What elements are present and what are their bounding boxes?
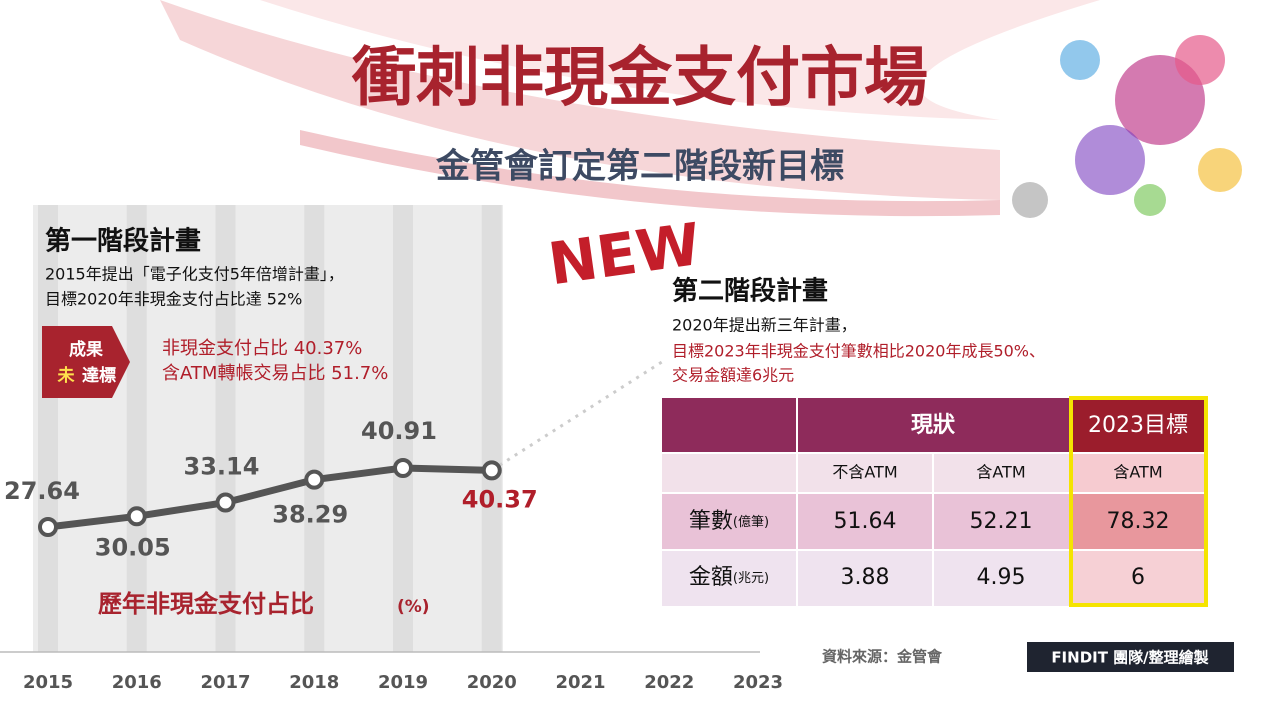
row-label-text: 筆數 bbox=[689, 509, 733, 534]
data-label: 30.05 bbox=[95, 533, 171, 561]
data-label: 38.29 bbox=[272, 501, 348, 529]
row-label: 金額(兆元) bbox=[689, 565, 769, 590]
phase1-line: 2015年提出「電子化支付5年倍增計畫」， bbox=[45, 265, 344, 284]
phase2-title: 第二階段計畫 bbox=[672, 276, 828, 307]
table-cell: 78.32 bbox=[1107, 509, 1170, 534]
x-tick-label: 2017 bbox=[200, 672, 250, 693]
badge-text: 達標 bbox=[82, 365, 116, 386]
marker bbox=[126, 506, 147, 527]
table-cell: 3.88 bbox=[841, 565, 890, 590]
chart-unit: (%) bbox=[397, 597, 430, 617]
result-line: 非現金支付占比 40.37% bbox=[162, 338, 362, 359]
data-label: 40.91 bbox=[361, 417, 437, 445]
subtitle: 金管會訂定第二階段新目標 bbox=[435, 147, 844, 187]
x-tick-label: 2023 bbox=[733, 672, 783, 693]
row-unit: (兆元) bbox=[733, 571, 769, 586]
swoosh bbox=[260, 0, 1100, 120]
phase1-line: 目標2020年非現金支付占比達 52% bbox=[45, 290, 302, 309]
phase2-line: 交易金額達6兆元 bbox=[672, 366, 794, 385]
x-tick-label: 2018 bbox=[289, 672, 339, 693]
x-tick-label: 2020 bbox=[467, 672, 517, 693]
badge-text: 未 bbox=[57, 365, 75, 386]
table-subheader: 不含ATM bbox=[832, 463, 897, 482]
swoosh bbox=[160, 0, 1000, 200]
credit: FINDIT 團隊/整理繪製 bbox=[1051, 649, 1208, 667]
table-cell: 4.95 bbox=[977, 565, 1026, 590]
x-tick-label: 2019 bbox=[378, 672, 428, 693]
chart-title: 歷年非現金支付占比 bbox=[98, 590, 314, 618]
column-stripe bbox=[393, 205, 413, 652]
marker bbox=[215, 492, 236, 513]
credit-box bbox=[1027, 642, 1234, 672]
x-tick-label: 2022 bbox=[644, 672, 694, 693]
column-stripe bbox=[215, 205, 236, 652]
table bbox=[662, 396, 1208, 607]
marker bbox=[38, 517, 58, 537]
table-cell: 6 bbox=[1131, 565, 1145, 590]
phase2-line: 2020年提出新三年計畫， bbox=[672, 316, 857, 335]
badge-arrow bbox=[42, 326, 130, 398]
x-tick-label: 2016 bbox=[112, 672, 162, 693]
column-stripe bbox=[126, 205, 147, 652]
source: 資料來源：金管會 bbox=[822, 648, 943, 666]
line bbox=[47, 464, 492, 531]
column-stripe bbox=[304, 205, 325, 652]
title: 衝刺非現金支付市場 bbox=[351, 42, 928, 116]
marker bbox=[481, 460, 502, 481]
swoosh bbox=[300, 130, 1000, 217]
x-tick-label: 2021 bbox=[555, 672, 605, 693]
column-stripe bbox=[481, 205, 502, 652]
runner-graphic bbox=[1012, 35, 1242, 218]
marker bbox=[304, 469, 325, 490]
result-line: 含ATM轉帳交易占比 51.7% bbox=[162, 363, 388, 384]
badge-text: 成果 bbox=[69, 339, 103, 360]
table-subheader: 含ATM bbox=[976, 463, 1025, 482]
data-label: 40.37 bbox=[462, 485, 538, 513]
data-label: 27.64 bbox=[4, 477, 80, 505]
x-tick-label: 2015 bbox=[23, 672, 73, 693]
table-subheader: 含ATM bbox=[1113, 463, 1162, 482]
row-label-text: 金額 bbox=[689, 565, 733, 590]
row-label: 筆數(億筆) bbox=[689, 509, 769, 534]
table-cell: 51.64 bbox=[834, 509, 897, 534]
table-cell: 52.21 bbox=[970, 509, 1033, 534]
table-header: 現狀 bbox=[911, 413, 956, 438]
column-stripe bbox=[38, 205, 58, 652]
phase1-title: 第一階段計畫 bbox=[45, 226, 201, 257]
phase2-line: 目標2023年非現金支付筆數相比2020年成長50%、 bbox=[672, 342, 1045, 361]
panel bbox=[33, 205, 503, 652]
row-unit: (億筆) bbox=[733, 514, 769, 530]
table-header: 2023目標 bbox=[1088, 413, 1188, 438]
data-label: 33.14 bbox=[184, 453, 260, 481]
marker bbox=[393, 458, 413, 478]
